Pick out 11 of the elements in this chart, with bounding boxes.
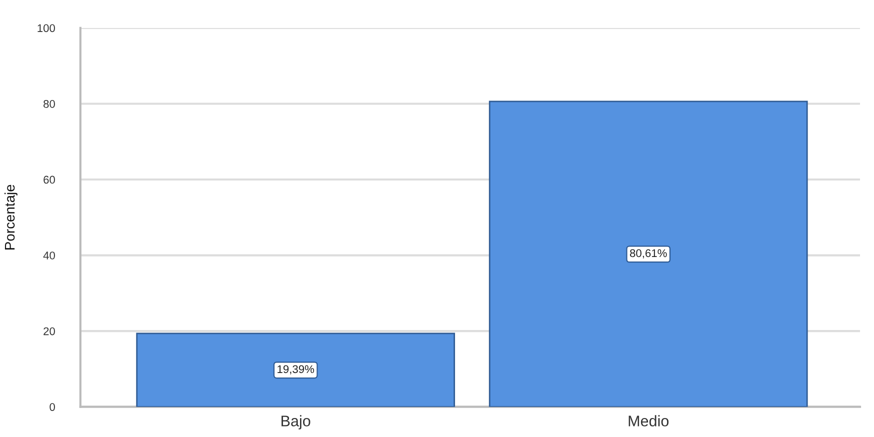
y-tick-label: 20: [44, 327, 55, 336]
y-axis-title: Porcentaje: [4, 184, 18, 250]
x-tick-label: Medio: [628, 415, 669, 426]
y-tick-label: 80: [44, 100, 55, 108]
y-tick-label: 0: [50, 403, 55, 411]
y-tick-label: 40: [43, 252, 55, 260]
data-label: 80,61%: [630, 249, 667, 258]
y-tick-label: 100: [38, 24, 55, 32]
x-tick-label: Bajo: [282, 415, 310, 430]
y-tick-label: 60: [44, 176, 55, 184]
data-label: 19,39%: [278, 365, 314, 374]
